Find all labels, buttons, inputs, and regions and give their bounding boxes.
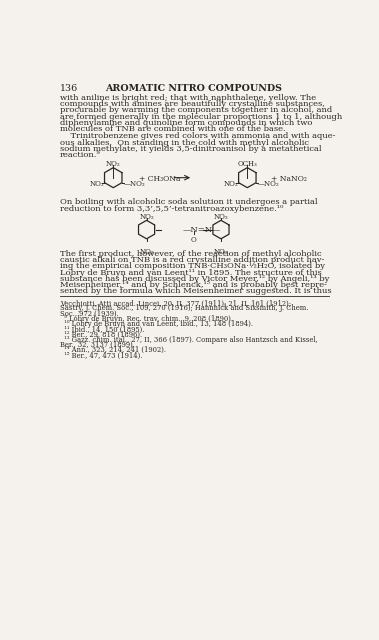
Text: ¹⁰ Lobry de Bruyn and van Leent, ibid., 13, 148 (1894).: ¹⁰ Lobry de Bruyn and van Leent, ibid., … [60, 320, 253, 328]
Text: ¹⁴ Ann., 323, 214, 241 (1902).: ¹⁴ Ann., 323, 214, 241 (1902). [60, 346, 166, 355]
Text: NO₂: NO₂ [214, 248, 228, 256]
Text: NO₂: NO₂ [139, 212, 154, 221]
Text: NO₂: NO₂ [90, 180, 105, 188]
Text: Meisenheimer,¹⁴ and by Schlenck,¹⁵ and is probably best repre-: Meisenheimer,¹⁴ and by Schlenck,¹⁵ and i… [60, 281, 327, 289]
Text: reduction to form 3,3’,5,5’-tetranitroazoxybenzene.¹⁰: reduction to form 3,3’,5,5’-tetranitroaz… [60, 205, 283, 212]
Text: —N=N—: —N=N— [183, 227, 221, 234]
Text: substance has been discussed by Victor Meyer,¹² by Angeli,¹³ by: substance has been discussed by Victor M… [60, 275, 329, 283]
Text: 136: 136 [60, 84, 78, 93]
Text: reaction.⁹: reaction.⁹ [60, 151, 100, 159]
Text: On boiling with alcoholic soda solution it undergoes a partial: On boiling with alcoholic soda solution … [60, 198, 317, 207]
Text: ⁹ Lobry de Bruyn, Rec. trav. chim., 9, 208 (1890).: ⁹ Lobry de Bruyn, Rec. trav. chim., 9, 2… [60, 315, 233, 323]
Text: —NO₂: —NO₂ [258, 180, 279, 188]
Text: compounds with amines are beautifully crystalline substances,: compounds with amines are beautifully cr… [60, 100, 325, 108]
Text: ing the empirical composition TNB·CH₃ONa·½H₂O, isolated by: ing the empirical composition TNB·CH₃ONa… [60, 262, 325, 270]
Text: NO₂: NO₂ [106, 160, 121, 168]
Text: ous alkalies.  On standing in the cold with methyl alcoholic: ous alkalies. On standing in the cold wi… [60, 139, 309, 147]
Text: OCH₃: OCH₃ [238, 160, 257, 168]
Text: AROMATIC NITRO COMPOUNDS: AROMATIC NITRO COMPOUNDS [105, 84, 282, 93]
Text: —NO₂: —NO₂ [124, 180, 145, 188]
Text: procurable by warming the components together in alcohol, and: procurable by warming the components tog… [60, 106, 332, 115]
Text: NO₂: NO₂ [224, 180, 238, 188]
Text: Lobry de Bruyn and van Leent¹¹ in 1895. The structure of this: Lobry de Bruyn and van Leent¹¹ in 1895. … [60, 269, 321, 276]
Text: Ber., 32, 3137 (1899).: Ber., 32, 3137 (1899). [60, 341, 135, 349]
Text: ¹² Ber., 29, 818 (1896).: ¹² Ber., 29, 818 (1896). [60, 331, 142, 339]
Text: + CH₃ONa: + CH₃ONa [139, 175, 180, 184]
Text: sodium methylate, it yields 3,5-dinitroanisol by a metathetical: sodium methylate, it yields 3,5-dinitroa… [60, 145, 321, 153]
Text: ¹¹ Ibid., 14, 150 (1895).: ¹¹ Ibid., 14, 150 (1895). [60, 325, 144, 333]
Text: with aniline is bright red; that with naphthalene, yellow. The: with aniline is bright red; that with na… [60, 93, 316, 102]
Text: Soc., 972 (1939).: Soc., 972 (1939). [60, 310, 119, 317]
Text: The first product, however, of the reaction of methyl alcoholic: The first product, however, of the react… [60, 250, 321, 257]
Text: ¹⁵ Ber., 47, 473 (1914).: ¹⁵ Ber., 47, 473 (1914). [60, 351, 142, 360]
Text: Vecchiotti, Atti accad. Lincei, 20, II, 377 (1911); 21, II, 161 (1912);: Vecchiotti, Atti accad. Lincei, 20, II, … [60, 299, 291, 307]
Text: are formed generally in the molecular proportions 1 to 1, although: are formed generally in the molecular pr… [60, 113, 342, 121]
Text: diphenylamine and quinoline form compounds in which two: diphenylamine and quinoline form compoun… [60, 119, 312, 127]
Text: + NaNO₂: + NaNO₂ [271, 175, 307, 184]
Text: Sastry, J. Chem. Soc., 109, 270 (1916); Hannnick and Sixsmith, J. Chem.: Sastry, J. Chem. Soc., 109, 270 (1916); … [60, 305, 308, 312]
Text: sented by the formula which Meisenheimer suggested. It is thus: sented by the formula which Meisenheimer… [60, 287, 331, 296]
Text: O: O [191, 236, 197, 244]
Text: NO₂: NO₂ [139, 248, 154, 256]
Text: molecules of TNB are combined with one of the base.: molecules of TNB are combined with one o… [60, 125, 285, 133]
Text: NO₂: NO₂ [214, 212, 228, 221]
Text: Trinitrobenzene gives red colors with ammonia and with aque-: Trinitrobenzene gives red colors with am… [60, 132, 335, 140]
Text: caustic alkali on TNB is a red crystalline addition product hav-: caustic alkali on TNB is a red crystalli… [60, 256, 324, 264]
Text: ¹³ Gazz. chim. ital., 27, II, 366 (1897). Compare also Hantzsch and Kissel,: ¹³ Gazz. chim. ital., 27, II, 366 (1897)… [60, 336, 317, 344]
